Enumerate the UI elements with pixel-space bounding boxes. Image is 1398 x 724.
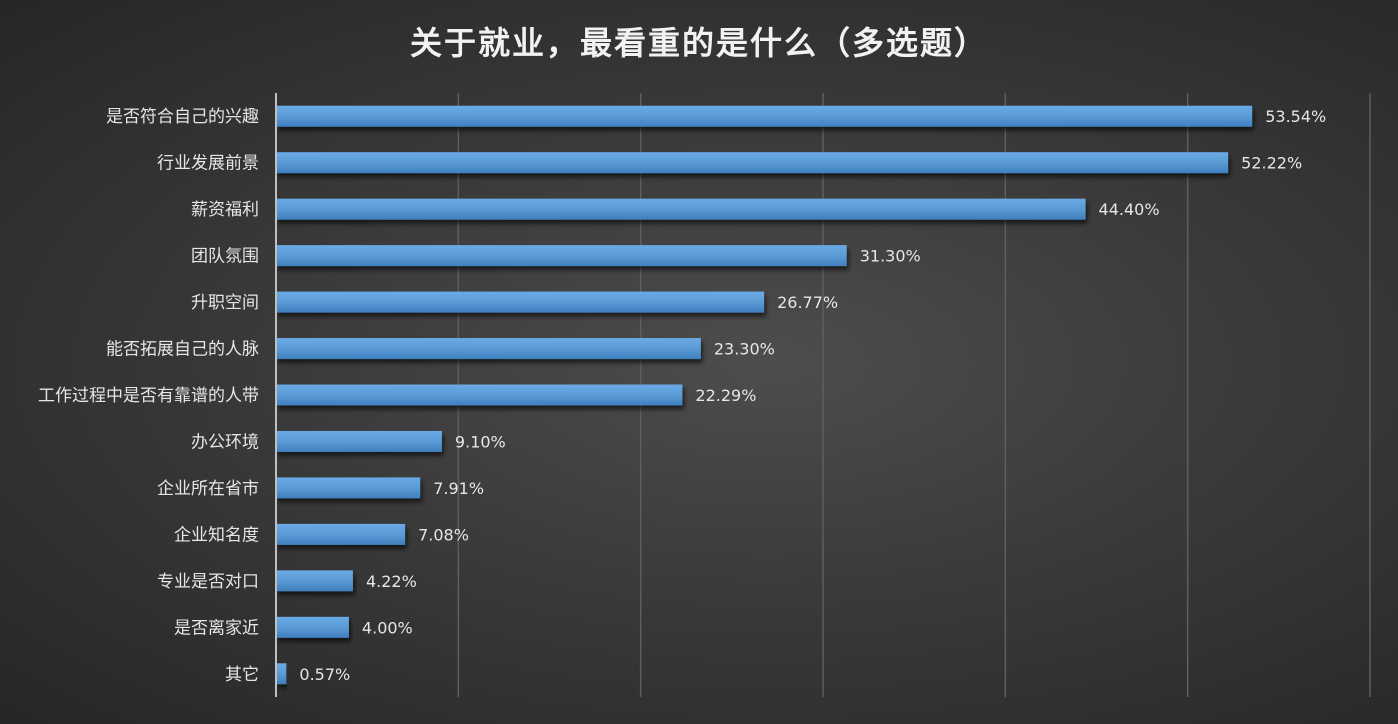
category-label: 是否离家近 bbox=[174, 618, 259, 638]
bar bbox=[276, 338, 701, 360]
bar bbox=[276, 384, 683, 406]
bar bbox=[276, 291, 765, 313]
bar bbox=[276, 523, 406, 545]
bar bbox=[276, 152, 1229, 174]
data-label: 0.57% bbox=[299, 665, 350, 684]
bar bbox=[276, 663, 287, 685]
bar bbox=[276, 616, 349, 638]
data-label: 53.54% bbox=[1265, 107, 1326, 126]
category-label: 升职空间 bbox=[191, 293, 259, 313]
data-label: 7.91% bbox=[433, 479, 484, 498]
bar bbox=[276, 245, 847, 267]
category-label: 企业所在省市 bbox=[157, 479, 259, 499]
category-label: 是否符合自己的兴趣 bbox=[106, 107, 259, 127]
category-label: 行业发展前景 bbox=[157, 154, 259, 174]
data-label: 31.30% bbox=[860, 247, 921, 266]
data-label: 44.40% bbox=[1099, 200, 1160, 219]
chart-title: 关于就业，最看重的是什么（多选题） bbox=[409, 24, 988, 62]
data-label: 9.10% bbox=[455, 432, 506, 451]
data-label: 26.77% bbox=[777, 293, 838, 312]
category-label: 企业知名度 bbox=[174, 525, 259, 545]
data-label: 4.00% bbox=[362, 618, 413, 637]
data-label: 7.08% bbox=[418, 525, 469, 544]
data-label: 52.22% bbox=[1241, 154, 1302, 173]
category-label: 团队氛围 bbox=[191, 247, 259, 267]
category-label: 办公环境 bbox=[191, 432, 259, 452]
bar bbox=[276, 570, 353, 592]
data-label: 4.22% bbox=[366, 572, 417, 591]
category-label: 能否拓展自己的人脉 bbox=[106, 340, 259, 360]
category-label: 工作过程中是否有靠谱的人带 bbox=[38, 386, 259, 406]
bar bbox=[276, 198, 1086, 220]
category-label: 其它 bbox=[225, 665, 259, 685]
category-label: 薪资福利 bbox=[191, 200, 259, 220]
bar bbox=[276, 430, 442, 452]
data-label: 23.30% bbox=[714, 340, 775, 359]
bar bbox=[276, 477, 421, 499]
category-label: 专业是否对口 bbox=[157, 572, 259, 592]
bar bbox=[276, 105, 1253, 127]
data-label: 22.29% bbox=[695, 386, 756, 405]
